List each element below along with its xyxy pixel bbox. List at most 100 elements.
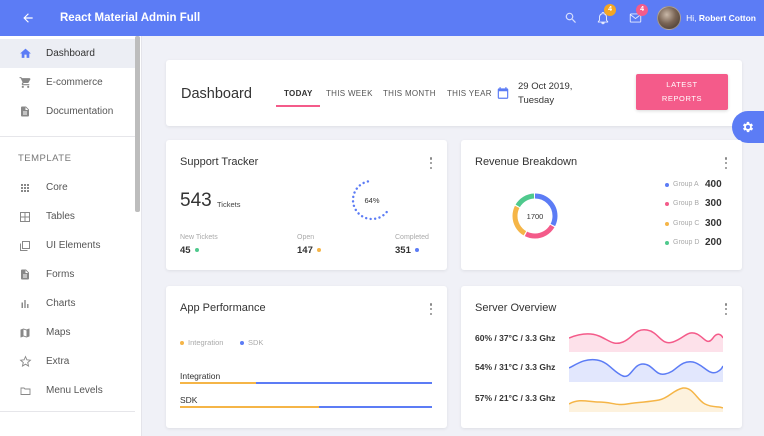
server-row-3-label: 57% / 21°C / 3.3 Ghz [475, 393, 556, 403]
app-title: React Material Admin Full [60, 12, 201, 24]
stat-new-value: 45 [180, 245, 199, 256]
tab-indicator [276, 105, 320, 107]
stat-completed-value: 351 [395, 245, 419, 256]
revenue-breakdown-card: Revenue Breakdown 1700 Group A 400 Group… [461, 140, 742, 270]
stat-open-label: Open [297, 234, 315, 241]
server-row-2-chart [569, 358, 723, 382]
sidebar-item-label: E-commerce [46, 77, 103, 88]
sidebar-item-label: Core [46, 182, 68, 193]
tab-this-week[interactable]: THIS WEEK [326, 89, 373, 98]
revenue-total: 1700 [526, 212, 544, 221]
more-vert-icon[interactable] [429, 303, 433, 315]
calendar-icon [496, 86, 510, 105]
sidebar-item-ui-elements[interactable]: UI Elements [0, 231, 141, 260]
stat-completed-label: Completed [395, 234, 429, 241]
mail-icon [629, 13, 641, 23]
sidebar-item-label: Charts [46, 298, 76, 309]
user-menu[interactable]: Hi, Robert Cotton [657, 6, 756, 30]
server-row-2-label: 54% / 31°C / 3.3 Ghz [475, 362, 556, 372]
sidebar-item-core[interactable]: Core [0, 173, 141, 202]
server-overview-title: Server Overview [475, 302, 557, 314]
tab-this-month[interactable]: THIS MONTH [383, 89, 436, 98]
latest-reports-label-1: LATEST [666, 80, 698, 89]
grid-icon [18, 181, 32, 195]
support-tracker-title: Support Tracker [180, 156, 259, 168]
more-vert-icon[interactable] [429, 157, 433, 169]
table-icon [18, 210, 32, 224]
notifications-badge: 4 [604, 4, 617, 16]
revenue-title: Revenue Breakdown [475, 156, 578, 168]
legend-group-a: Group A [665, 181, 725, 188]
legend-group-d: Group D [665, 239, 725, 246]
support-tracker-card: Support Tracker 543 Tickets 64% New Tick… [166, 140, 447, 270]
latest-reports-label-2: REPORTS [661, 94, 703, 103]
tab-this-year[interactable]: THIS YEAR [447, 89, 492, 98]
sidebar-item-maps[interactable]: Maps [0, 318, 141, 347]
legend-group-b: Group B [665, 200, 725, 207]
stat-new-label: New Tickets [180, 234, 218, 241]
home-icon [18, 47, 32, 61]
back-arrow-icon[interactable] [8, 0, 48, 36]
donut-slice-group-c [512, 193, 558, 239]
sidebar-item-label: Extra [46, 356, 70, 367]
legend-group-c: Group C [665, 220, 725, 227]
sidebar-item-ecommerce[interactable]: E-commerce [0, 68, 141, 97]
sdk-bar-label: SDK [180, 395, 198, 405]
form-icon [18, 268, 32, 282]
group-a-value: 400 [705, 179, 722, 190]
date-line-1: 29 Oct 2019, [518, 81, 573, 92]
settings-button[interactable] [732, 111, 764, 143]
map-icon [18, 326, 32, 340]
legend-sdk: SDK [240, 338, 263, 347]
tab-today[interactable]: TODAY [284, 89, 313, 98]
ticket-unit: Tickets [217, 200, 241, 209]
sidebar-item-label: UI Elements [46, 240, 101, 251]
cart-icon [18, 76, 32, 90]
server-row-1-chart [569, 329, 723, 352]
sidebar-item-menu-levels[interactable]: Menu Levels [0, 376, 141, 405]
sidebar-item-forms[interactable]: Forms [0, 260, 141, 289]
sidebar-divider [0, 411, 135, 412]
ticket-percent: 64% [364, 196, 380, 205]
app-performance-title: App Performance [180, 302, 266, 314]
legend-integration: Integration [180, 338, 223, 347]
sidebar-item-label: Menu Levels [46, 385, 103, 396]
more-vert-icon[interactable] [724, 157, 728, 169]
sidebar-section-template: TEMPLATE [18, 152, 72, 164]
avatar[interactable] [657, 6, 682, 30]
ticket-progress-ring [351, 179, 393, 221]
sidebar-item-label: Documentation [46, 106, 114, 117]
notifications-button[interactable]: 4 [587, 0, 619, 36]
sidebar-item-tables[interactable]: Tables [0, 202, 141, 231]
folder-icon [18, 384, 32, 398]
sidebar: Dashboard E-commerce Documentation TEMPL… [0, 36, 142, 436]
sdk-bar [180, 406, 432, 408]
sidebar-item-documentation[interactable]: Documentation [0, 97, 141, 126]
page-title: Dashboard [181, 86, 252, 102]
search-icon[interactable] [555, 0, 587, 36]
group-b-value: 300 [705, 198, 722, 209]
more-vert-icon[interactable] [724, 303, 728, 315]
sidebar-item-label: Maps [46, 327, 71, 338]
latest-reports-button[interactable]: LATEST REPORTS [636, 74, 728, 110]
messages-button[interactable]: 4 [619, 0, 651, 36]
donut-slice-group-b [512, 193, 558, 239]
stat-open-value: 147 [297, 245, 321, 256]
integration-bar [180, 382, 432, 384]
messages-badge: 4 [636, 4, 649, 16]
group-d-value: 200 [705, 237, 722, 248]
revenue-donut-chart [512, 193, 558, 239]
sidebar-item-charts[interactable]: Charts [0, 289, 141, 318]
sidebar-item-extra[interactable]: Extra [0, 347, 141, 376]
star-icon [18, 355, 32, 369]
sidebar-divider [0, 136, 135, 137]
app-bar: React Material Admin Full 4 4 Hi, Robert… [0, 0, 764, 36]
sidebar-item-label: Tables [46, 211, 75, 222]
sidebar-item-label: Forms [46, 269, 75, 280]
sidebar-item-dashboard[interactable]: Dashboard [0, 39, 135, 68]
date-line-2: Tuesday [518, 95, 555, 106]
user-greeting: Hi, [686, 13, 697, 23]
sidebar-scrollbar[interactable] [135, 36, 140, 212]
library-icon [18, 239, 32, 253]
sidebar-item-label: Dashboard [46, 48, 95, 59]
